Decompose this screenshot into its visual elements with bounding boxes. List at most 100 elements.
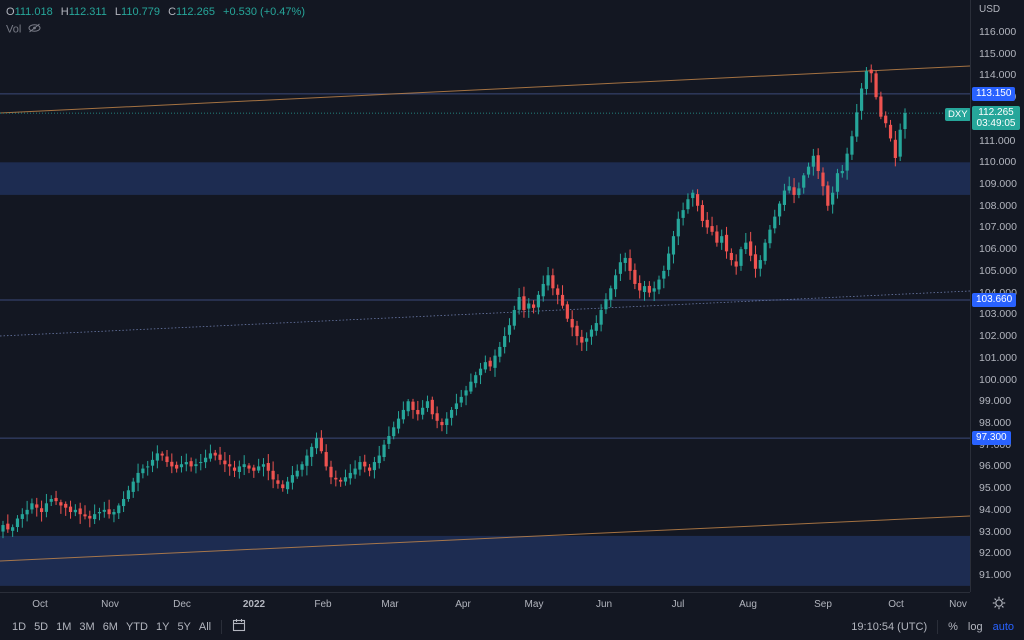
candle-body — [585, 338, 589, 342]
clock-display[interactable]: 19:10:54 (UTC) — [851, 621, 928, 633]
eye-hidden-icon[interactable] — [28, 23, 41, 36]
candle-body — [396, 418, 401, 429]
candle-body — [49, 498, 53, 502]
candle-body — [551, 275, 555, 289]
price-tick-label: 99.000 — [979, 395, 1012, 408]
chart-area[interactable]: O111.018 H112.311 L110.779 C112.265 +0.5… — [0, 0, 971, 592]
candle-body — [257, 466, 261, 471]
settings-gear-icon[interactable] — [992, 596, 1006, 615]
timeframe-button-1m[interactable]: 1M — [56, 621, 72, 633]
price-tick-label: 114.000 — [979, 69, 1017, 82]
timeframe-button-3m[interactable]: 3M — [79, 621, 95, 633]
candle-body — [295, 470, 299, 477]
candle-body — [613, 275, 618, 290]
price-level-badge[interactable]: 103.660 — [972, 293, 1017, 308]
candle-body — [777, 203, 782, 217]
candle-body — [184, 462, 188, 465]
time-tick-label: Mar — [381, 599, 399, 610]
currency-label[interactable]: USD — [979, 4, 1001, 15]
candle-body — [855, 112, 859, 137]
candle-body — [739, 249, 743, 266]
percent-scale-button[interactable]: % — [948, 621, 958, 633]
timeframe-button-6m[interactable]: 6M — [102, 621, 118, 633]
legend-high-value: 112.311 — [68, 6, 107, 18]
log-scale-button[interactable]: log — [967, 621, 983, 633]
time-scale[interactable]: Oct Nov Dec 2022 Feb Mar Apr May Jun Jul Aug Sep Oct… — [0, 592, 970, 615]
time-tick-label: Jun — [595, 599, 613, 610]
candle-body — [536, 294, 541, 308]
time-tick-label: Dec — [173, 599, 191, 610]
candle-body — [869, 69, 873, 74]
candle-body — [527, 303, 531, 309]
price-chart[interactable] — [0, 0, 970, 592]
candle-body — [517, 296, 521, 310]
candle-body — [768, 229, 772, 244]
candle-body — [488, 360, 492, 367]
price-level-badge[interactable]: 113.150 — [972, 86, 1016, 101]
candle-body — [806, 166, 811, 175]
candle-body — [835, 173, 840, 192]
timeframe-button-all[interactable]: All — [198, 621, 212, 633]
candle-body — [512, 310, 516, 326]
price-tick-label: 102.000 — [979, 330, 1017, 343]
candle-body — [440, 421, 444, 426]
timeframe-button-5d[interactable]: 5D — [34, 621, 49, 633]
candle-body — [175, 464, 179, 469]
candle-body — [367, 467, 372, 471]
candle-body — [821, 172, 825, 187]
legend-low-key: L — [114, 6, 122, 18]
candle-body — [705, 219, 709, 228]
candle-body — [729, 252, 733, 261]
auto-scale-button[interactable]: auto — [992, 621, 1014, 633]
candle-body — [633, 269, 637, 284]
candle-body — [879, 96, 883, 117]
candle-body — [35, 504, 39, 508]
timeframe-button-1y[interactable]: 1Y — [155, 621, 170, 633]
timeframe-button-ytd[interactable]: YTD — [125, 621, 148, 633]
candle-body — [864, 71, 869, 89]
candle-body — [392, 427, 396, 437]
toolbar-divider-right — [937, 620, 939, 634]
candle-body — [165, 456, 169, 463]
candle-body — [565, 304, 569, 319]
candle-body — [507, 325, 512, 335]
legend-change: +0.530 (+0.47%) — [223, 6, 305, 18]
price-level-badge[interactable]: 97.300 — [972, 431, 1011, 446]
candle-body — [343, 477, 348, 482]
candle-body — [874, 73, 878, 98]
price-tick-label: 91.000 — [979, 569, 1012, 581]
price-tick-label: 95.000 — [979, 482, 1012, 495]
price-tick-label: 109.000 — [979, 178, 1017, 191]
candle-body — [435, 413, 439, 421]
candle-body — [859, 88, 864, 111]
candle-body — [888, 124, 893, 139]
candle-body — [681, 210, 685, 218]
calendar-icon[interactable] — [232, 618, 246, 637]
candle-body — [194, 464, 198, 467]
candle-body — [556, 288, 560, 295]
candle-body — [503, 336, 507, 347]
candle-body — [20, 514, 24, 519]
candle-body — [671, 236, 676, 255]
timeframe-button-5y[interactable]: 5Y — [177, 621, 191, 633]
candle-body — [117, 505, 121, 514]
candle-body — [78, 508, 82, 515]
candle-body — [314, 438, 319, 449]
candle-body — [474, 375, 478, 384]
legend-open-key: O — [6, 6, 15, 18]
candle-body — [589, 329, 594, 337]
candle-body — [522, 296, 526, 311]
candle-body — [88, 515, 92, 519]
candle-body — [691, 192, 695, 199]
volume-indicator[interactable]: Vol — [6, 23, 41, 36]
time-tick-label: 2022 — [242, 599, 266, 610]
candle-body — [237, 466, 241, 473]
price-tick-label: 110.000 — [979, 156, 1017, 169]
price-scale[interactable]: USD 116.000115.000114.000113.000112.0001… — [970, 0, 1024, 592]
price-tick-label: 105.000 — [979, 264, 1017, 277]
timeframe-button-1d[interactable]: 1D — [12, 621, 27, 633]
time-tick-label: Oct — [32, 599, 48, 610]
toolbar-divider — [221, 620, 223, 634]
candle-body — [11, 527, 15, 531]
candle-body — [208, 453, 213, 459]
